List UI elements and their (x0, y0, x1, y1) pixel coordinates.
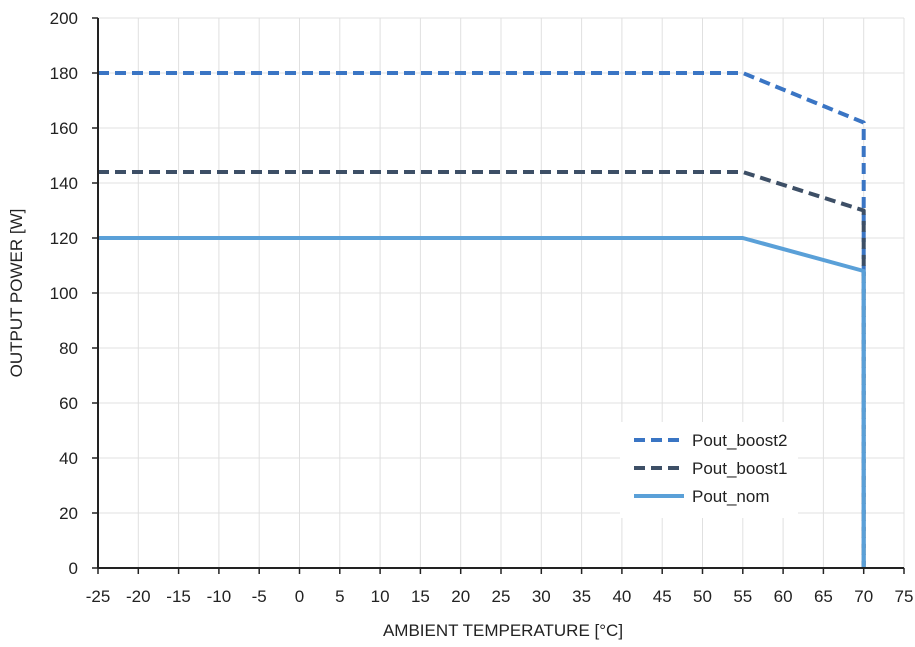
x-tick-label: 60 (774, 587, 793, 606)
legend-label: Pout_nom (692, 487, 770, 506)
y-tick-label: 60 (59, 394, 78, 413)
x-tick-label: -20 (126, 587, 151, 606)
x-tick-label: 25 (492, 587, 511, 606)
x-tick-label: 15 (411, 587, 430, 606)
y-tick-label: 40 (59, 449, 78, 468)
legend-label: Pout_boost1 (692, 459, 787, 478)
y-tick-label: 120 (50, 229, 78, 248)
y-tick-label: 100 (50, 284, 78, 303)
legend-background (620, 422, 798, 518)
series-lines (98, 71, 866, 568)
y-tick-label: 160 (50, 119, 78, 138)
x-tick-label: 45 (653, 587, 672, 606)
x-tick-label: -25 (86, 587, 111, 606)
y-tick-label: 140 (50, 174, 78, 193)
x-tick-label: -15 (166, 587, 191, 606)
y-tick-label: 0 (69, 559, 78, 578)
y-axis-ticks: 0 20 40 60 80 100 120 140 160 180 200 (50, 9, 98, 578)
x-tick-label: 55 (733, 587, 752, 606)
y-axis-title: OUTPUT POWER [W] (7, 209, 26, 378)
x-tick-label: 35 (572, 587, 591, 606)
series-line-pout-nom (98, 236, 866, 568)
x-tick-label: 50 (693, 587, 712, 606)
x-tick-label: 10 (371, 587, 390, 606)
x-tick-label: 65 (814, 587, 833, 606)
x-axis-title: AMBIENT TEMPERATURE [°C] (383, 621, 623, 640)
x-tick-label: 20 (451, 587, 470, 606)
y-tick-label: 20 (59, 504, 78, 523)
y-tick-label: 200 (50, 9, 78, 28)
x-tick-label: -10 (207, 587, 232, 606)
legend-label: Pout_boost2 (692, 431, 787, 450)
x-tick-label: 70 (854, 587, 873, 606)
x-axis-ticks: -25 -20 -15 -10 -5 0 5 10 15 20 25 30 35 40 45 50 55 60 65… (86, 568, 914, 606)
x-tick-label: 40 (612, 587, 631, 606)
x-tick-label: -5 (252, 587, 267, 606)
x-tick-label: 30 (532, 587, 551, 606)
y-tick-label: 80 (59, 339, 78, 358)
x-tick-label: 5 (335, 587, 344, 606)
y-tick-label: 180 (50, 64, 78, 83)
x-tick-label: 0 (295, 587, 304, 606)
legend: Pout_boost2 Pout_boost1 Pout_nom (620, 422, 798, 518)
x-tick-label: 75 (895, 587, 914, 606)
